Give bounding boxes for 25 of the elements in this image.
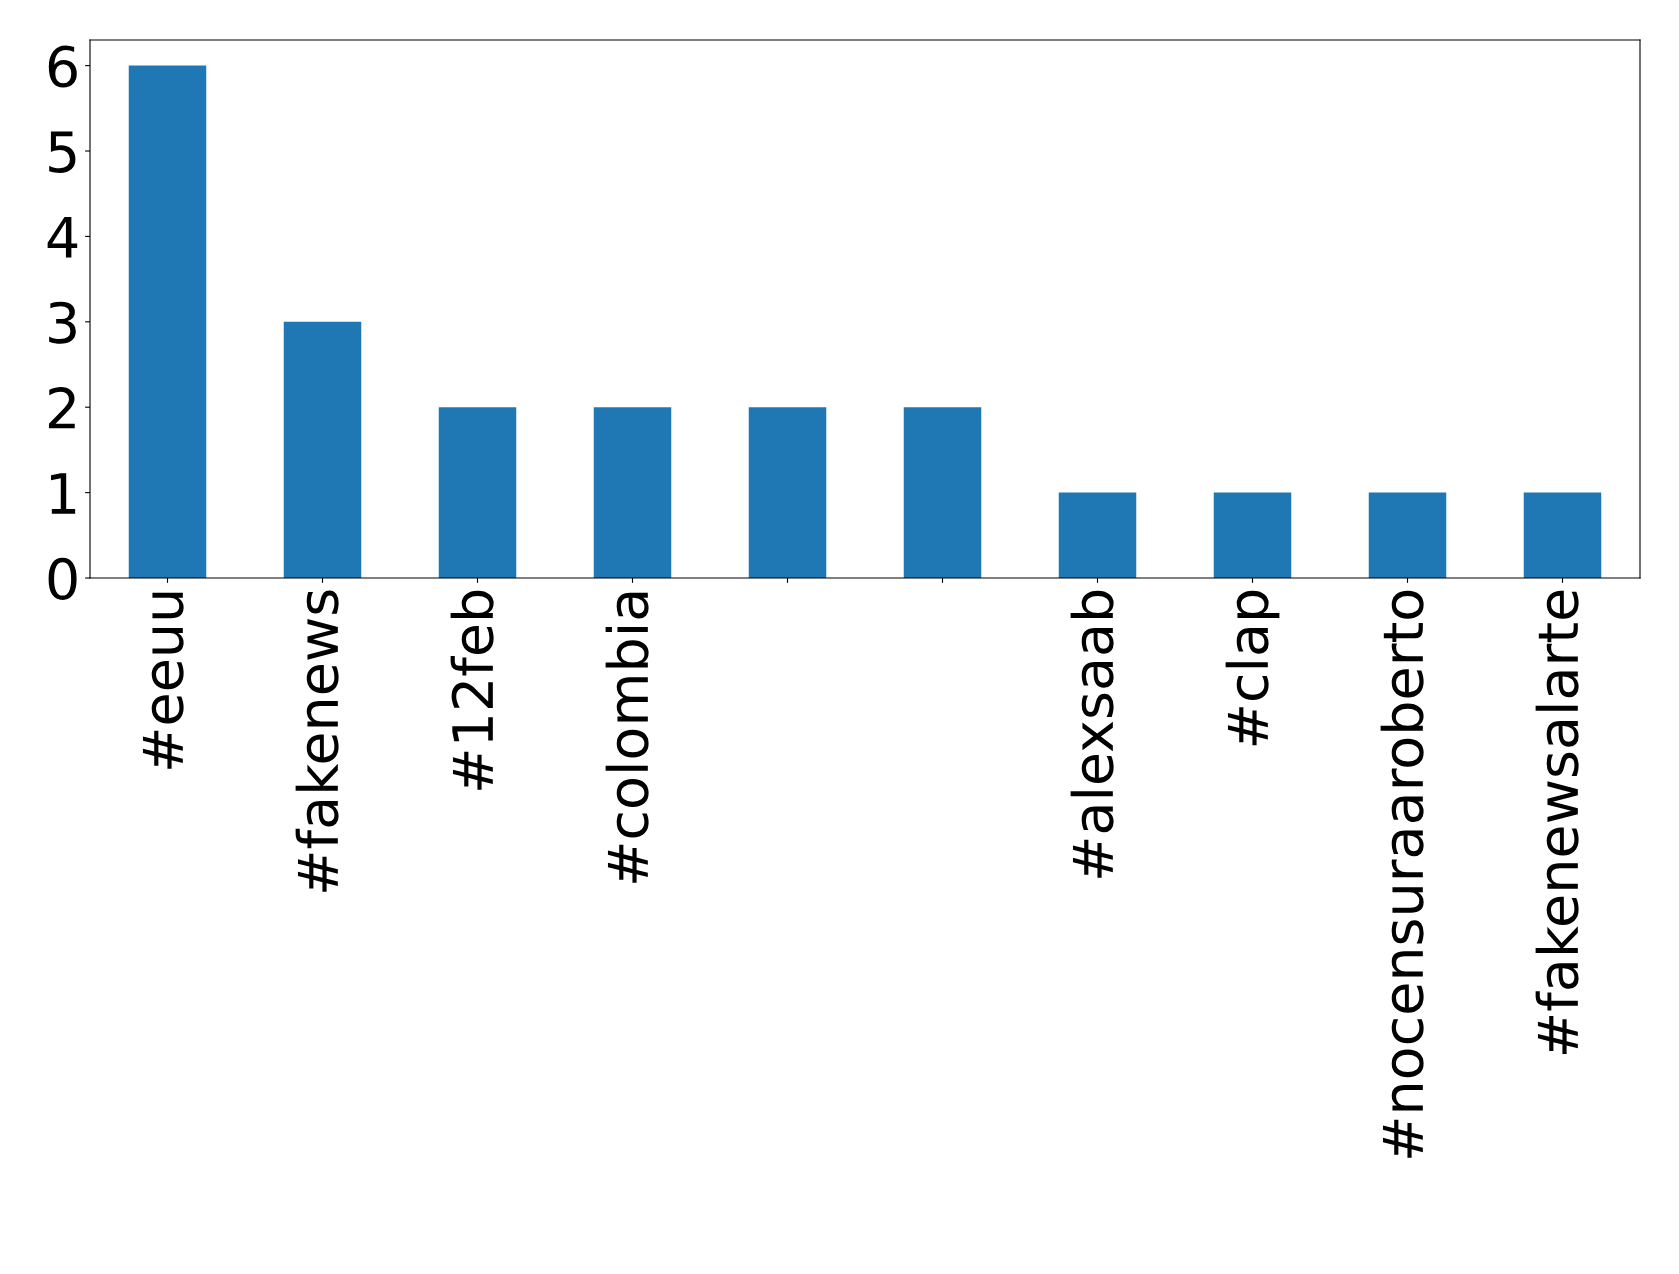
bar xyxy=(593,407,672,578)
y-tick-label: 3 xyxy=(49,301,76,344)
y-tick-label: 1 xyxy=(51,473,76,514)
x-tick-label: #eeuu xyxy=(142,592,184,769)
y-tick-label: 6 xyxy=(48,45,77,88)
bar xyxy=(1368,492,1447,578)
x-tick-label: #12feb xyxy=(450,590,494,790)
bar xyxy=(283,321,362,578)
bar xyxy=(128,65,207,578)
y-tick-label: 0 xyxy=(48,557,77,600)
y-tick-label: 2 xyxy=(49,387,75,429)
x-tick-label: #clap xyxy=(1225,590,1280,746)
y-tick-label: 4 xyxy=(47,217,78,258)
bar xyxy=(748,407,827,578)
bar xyxy=(903,407,982,578)
bar xyxy=(438,407,517,578)
bar xyxy=(1058,492,1137,578)
bar xyxy=(1523,492,1602,578)
y-tick-label: 5 xyxy=(49,131,76,173)
x-tick-label: #alexsaab xyxy=(1070,590,1114,878)
bar xyxy=(1213,492,1292,578)
x-tick-label: #nocensuraaroberto xyxy=(1380,590,1424,1158)
x-tick-label: #fakenews xyxy=(295,590,339,892)
x-tick-label: #fakenewsalarte xyxy=(1535,590,1579,1055)
x-tick-label: #colombia xyxy=(605,592,649,883)
